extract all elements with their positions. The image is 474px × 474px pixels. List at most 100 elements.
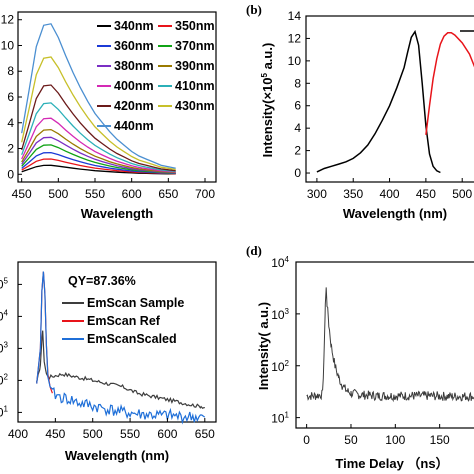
panel-a-legend-label: 370nm: [175, 39, 215, 53]
panel-a-legend-item: 420nm: [97, 99, 154, 113]
panel-c-y-tick-label: 02: [0, 372, 9, 387]
panel-a-y-tick-label: 6: [7, 90, 14, 104]
panel-a-legend-label: 340nm: [114, 19, 154, 33]
panel-b-x-tick-label: 500: [452, 187, 472, 201]
panel-a-legend-item: 440nm: [97, 119, 154, 133]
panel-b-excitation-emission: (b) 300 350 400 450 500 0 2 4 6 8 10 12 14 Waveleng…: [246, 2, 474, 221]
panel-d-y-tick-label: 102: [271, 359, 289, 374]
panel-d-y-tick-label: 103: [271, 307, 289, 322]
panel-a-series-400nm: [21, 117, 176, 173]
panel-b-series-emission: [425, 32, 474, 135]
panel-d-y-tick-label: 104: [271, 255, 289, 270]
panel-d-x-tick-label: 0: [303, 433, 310, 447]
panel-a-y-tick-label: 12: [1, 13, 15, 27]
panel-a-series-430nm: [21, 56, 176, 171]
panel-c-x-axis-title: Wavelength (nm): [65, 448, 169, 463]
panel-b-y-tick-label: 10: [288, 54, 302, 68]
panel-a-legend-label: 440nm: [114, 119, 154, 133]
panel-c-y-ticks: 01 02 03 04 05: [0, 276, 22, 419]
panel-b-x-tick-label: 300: [307, 187, 327, 201]
panel-c-x-tick-label: 450: [45, 427, 65, 441]
panel-a-y-tick-label: 0: [7, 167, 14, 181]
panel-a-legend-label: 420nm: [114, 99, 154, 113]
panel-b-x-ticks: 300 350 400 450 500: [307, 178, 473, 201]
panel-c-legend-label: EmScanScaled: [87, 332, 177, 346]
panel-c-legend-item: EmScan Sample: [62, 296, 184, 310]
panel-a-x-tick-label: 700: [195, 187, 215, 201]
panel-b-x-tick-label: 450: [416, 187, 436, 201]
panel-a-legend-item: 410nm: [158, 79, 215, 93]
panel-a-series-390nm: [21, 128, 176, 174]
panel-a-curves: [21, 23, 176, 175]
panel-d-x-ticks: 0 50 100 150: [303, 424, 450, 447]
panel-a-y-tick-label: 4: [7, 116, 14, 130]
panel-a-legend-label: 400nm: [114, 79, 154, 93]
panel-a-legend: 340nm 350nm 360nm 370nm 380nm 390nm 400nm 410nm…: [97, 19, 215, 133]
panel-c-y-tick-label: 01: [0, 404, 9, 419]
panel-b-curves: [316, 29, 474, 174]
panel-b-y-tick-label: 6: [294, 99, 301, 113]
panel-a-legend-item: 360nm: [97, 39, 154, 53]
panel-a-series-370nm: [21, 144, 176, 174]
panel-c-x-tick-label: 600: [157, 427, 177, 441]
panel-c-x-tick-label: 650: [195, 427, 215, 441]
panel-b-x-tick-label: 350: [343, 187, 363, 201]
panel-a-series-440nm: [21, 23, 176, 169]
panel-c-legend: EmScan Sample EmScan Ref EmScanScaled: [62, 296, 184, 346]
panel-c-x-tick-label: 500: [83, 427, 103, 441]
panel-c-legend-item: EmScanScaled: [62, 332, 177, 346]
panel-b-label: (b): [246, 2, 262, 17]
panel-d-frame: [295, 261, 474, 429]
panel-a-legend-label: 380nm: [114, 59, 154, 73]
panel-a-series-410nm: [21, 102, 176, 173]
panel-c-legend-label: EmScan Sample: [87, 296, 184, 310]
panel-d-label: (d): [246, 243, 262, 258]
panel-b-y-tick-label: 14: [288, 9, 302, 23]
panel-a-legend-label: 430nm: [175, 99, 215, 113]
panel-a-legend-item: 400nm: [97, 79, 154, 93]
panel-b-y-tick-label: 2: [294, 144, 301, 158]
panel-c-series-emscanscaled: [36, 271, 206, 425]
panel-d-curves: [306, 287, 474, 403]
panel-c-qy-annotation: QY=87.36%: [68, 274, 136, 288]
panel-d-x-tick-label: 50: [344, 433, 358, 447]
panel-d-y-axis-title: Intensity( a.u.): [256, 302, 271, 390]
panel-a-y-tick-label: 2: [7, 142, 14, 156]
panel-b-x-tick-label: 400: [380, 187, 400, 201]
panel-c-x-tick-label: 550: [120, 427, 140, 441]
panel-a-legend-item: 430nm: [158, 99, 215, 113]
panel-a-legend-item: 340nm: [97, 19, 154, 33]
panel-b-y-axis-title: Intensity(×105 a.u.): [260, 43, 275, 158]
panel-b-x-axis-title: Wavelength (nm): [343, 206, 447, 221]
panel-c-quantum-yield: 400 450 500 550 600 650 01 02 03 04 05 EmScan Sam…: [0, 261, 217, 463]
panel-a-y-tick-label: 10: [1, 38, 15, 52]
panel-c-series-emscan-sample: [36, 330, 205, 410]
panel-a-x-tick-label: 450: [12, 187, 32, 201]
panel-a-legend-item: 370nm: [158, 39, 215, 53]
panel-a-series-360nm: [21, 151, 176, 175]
panel-d-y-tick-label: 101: [271, 411, 289, 426]
panel-d-x-tick-label: 100: [385, 433, 405, 447]
panel-c-y-tick-label: 03: [0, 340, 9, 355]
panel-a-legend-label: 390nm: [175, 59, 215, 73]
panel-c-curves: [36, 271, 206, 425]
panel-a-legend-item: 390nm: [158, 59, 215, 73]
panel-d-series-decay: [306, 287, 474, 403]
panel-b-frame: [305, 15, 474, 183]
panel-c-y-tick-label: 05: [0, 276, 9, 291]
panel-b-y-tick-label: 8: [294, 76, 301, 90]
panel-a-legend-item: 380nm: [97, 59, 154, 73]
panel-c-legend-item: EmScan Ref: [62, 314, 161, 328]
panel-a-x-axis-title: Wavelength: [81, 206, 154, 221]
panel-a-frame: [17, 11, 217, 183]
panel-a-x-ticks: 450 500 550 600 650 700: [12, 178, 215, 201]
panel-a-x-tick-label: 600: [122, 187, 142, 201]
panel-d-y-ticks: 101 102 103 104: [271, 255, 300, 426]
panel-a-legend-label: 410nm: [175, 79, 215, 93]
panel-b-y-tick-label: 0: [294, 166, 301, 180]
panel-a-legend-label: 350nm: [175, 19, 215, 33]
panel-b-y-tick-label: 4: [294, 121, 301, 135]
panel-a-y-tick-label: 8: [7, 64, 14, 78]
